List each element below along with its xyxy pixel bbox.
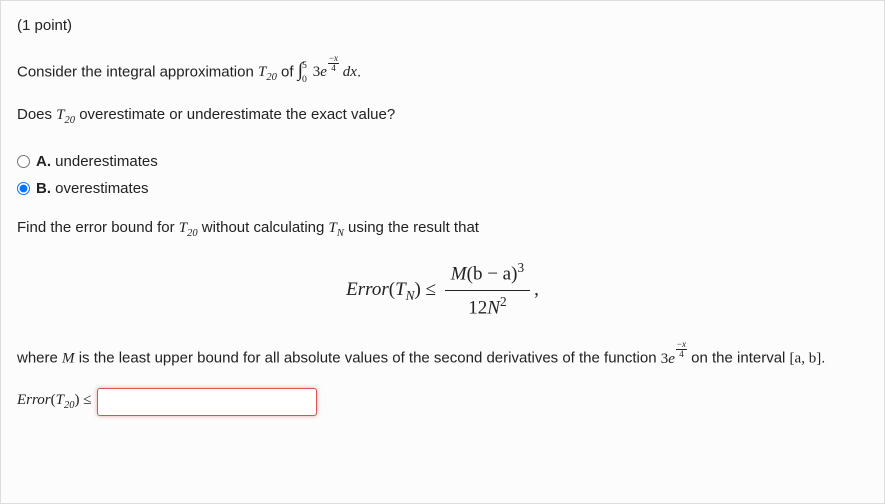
frac-den: 12N2	[445, 291, 530, 322]
choice-a-text: underestimates	[51, 153, 158, 170]
error-answer-input[interactable]	[97, 388, 317, 416]
ans-t: T	[56, 392, 64, 408]
choice-b-radio[interactable]	[17, 182, 30, 195]
ans-error-word: Error	[17, 392, 51, 408]
choice-b-row: B. overestimates	[17, 178, 868, 199]
problem-container: (1 point) Consider the integral approxim…	[0, 0, 885, 504]
find-mid: without calculating	[198, 219, 329, 236]
t-letter-3: T	[179, 220, 187, 236]
t20-symbol-3: T20	[179, 220, 198, 236]
choice-b-text: overestimates	[51, 180, 149, 197]
den-12: 12	[468, 298, 487, 319]
question-1: Does T20 overestimate or underestimate t…	[17, 104, 868, 129]
t-letter-2: T	[56, 107, 64, 123]
leq-2: ≤	[79, 392, 91, 408]
choice-a-label: A. underestimates	[36, 151, 158, 172]
q1-prefix: Does	[17, 106, 56, 123]
answer-lhs: Error(T20) ≤	[17, 390, 91, 414]
t-sub-3: 20	[187, 228, 198, 239]
leq-1: ≤	[421, 279, 441, 300]
choice-a-radio[interactable]	[17, 155, 30, 168]
answer-row: Error(T20) ≤	[17, 388, 868, 416]
tn-sub: N	[337, 228, 344, 239]
where-prefix: where	[17, 350, 62, 367]
frac-num: M(b − a)3	[445, 259, 530, 291]
find-line: Find the error bound for T20 without cal…	[17, 217, 868, 242]
num-paren: (b − a)	[467, 264, 518, 285]
comma: ,	[534, 279, 539, 300]
arg-t: T	[395, 279, 406, 300]
tn-t: T	[329, 220, 337, 236]
exp-x: x	[334, 53, 338, 63]
num-exp: 3	[517, 260, 524, 275]
interval: [a, b]	[790, 351, 822, 367]
rhs-fraction: M(b − a)312N2	[445, 259, 530, 322]
choice-list: A. underestimates B. overestimates	[17, 151, 868, 199]
tn-symbol: TN	[329, 220, 344, 236]
ans-sub: 20	[64, 400, 75, 411]
find-suffix: using the result that	[344, 219, 479, 236]
t20-symbol: T20	[258, 64, 277, 80]
q1-suffix: overestimate or underestimate the exact …	[75, 106, 395, 123]
points-label: (1 point)	[17, 15, 868, 36]
exp-4-2: 4	[676, 350, 687, 359]
period: .	[357, 63, 361, 80]
exponent-fraction-2: −x4	[676, 340, 687, 359]
func-expr: 3e−x4	[661, 351, 687, 367]
integral-expr: ∫503e−x4 dx	[298, 64, 357, 80]
e-letter: e	[320, 64, 327, 80]
int-upper: 5	[302, 60, 307, 71]
prompt-prefix: Consider the integral approximation	[17, 63, 258, 80]
int-lower: 0	[302, 74, 307, 85]
den-N: N	[487, 298, 500, 319]
exp-x-2: x	[682, 339, 686, 349]
period-2: .	[821, 350, 825, 367]
where-mid: is the least upper bound for all absolut…	[75, 350, 661, 367]
on-text: on the interval	[687, 350, 790, 367]
error-formula: Error(TN) ≤ M(b − a)312N2,	[17, 259, 868, 322]
where-line: where M is the least upper bound for all…	[17, 340, 868, 369]
exponent-fraction: −x4	[328, 54, 339, 73]
error-word: Error	[346, 279, 389, 300]
find-prefix: Find the error bound for	[17, 219, 179, 236]
exp-4: 4	[328, 64, 339, 73]
prompt-line: Consider the integral approximation T20 …	[17, 54, 868, 86]
t20-symbol-2: T20	[56, 107, 75, 123]
dx: dx	[339, 64, 357, 80]
t-sub: 20	[266, 72, 277, 83]
M-symbol: M	[62, 351, 75, 367]
of-text: of	[277, 63, 298, 80]
choice-a-letter: A.	[36, 153, 51, 170]
choice-a-row: A. underestimates	[17, 151, 868, 172]
arg-n: N	[406, 288, 415, 303]
error-lhs: Error(TN)	[346, 279, 421, 300]
t-sub-2: 20	[65, 115, 76, 126]
e-letter-2: e	[668, 351, 675, 367]
choice-b-letter: B.	[36, 180, 51, 197]
num-M: M	[451, 264, 467, 285]
choice-b-label: B. overestimates	[36, 178, 149, 199]
den-exp: 2	[500, 294, 507, 309]
